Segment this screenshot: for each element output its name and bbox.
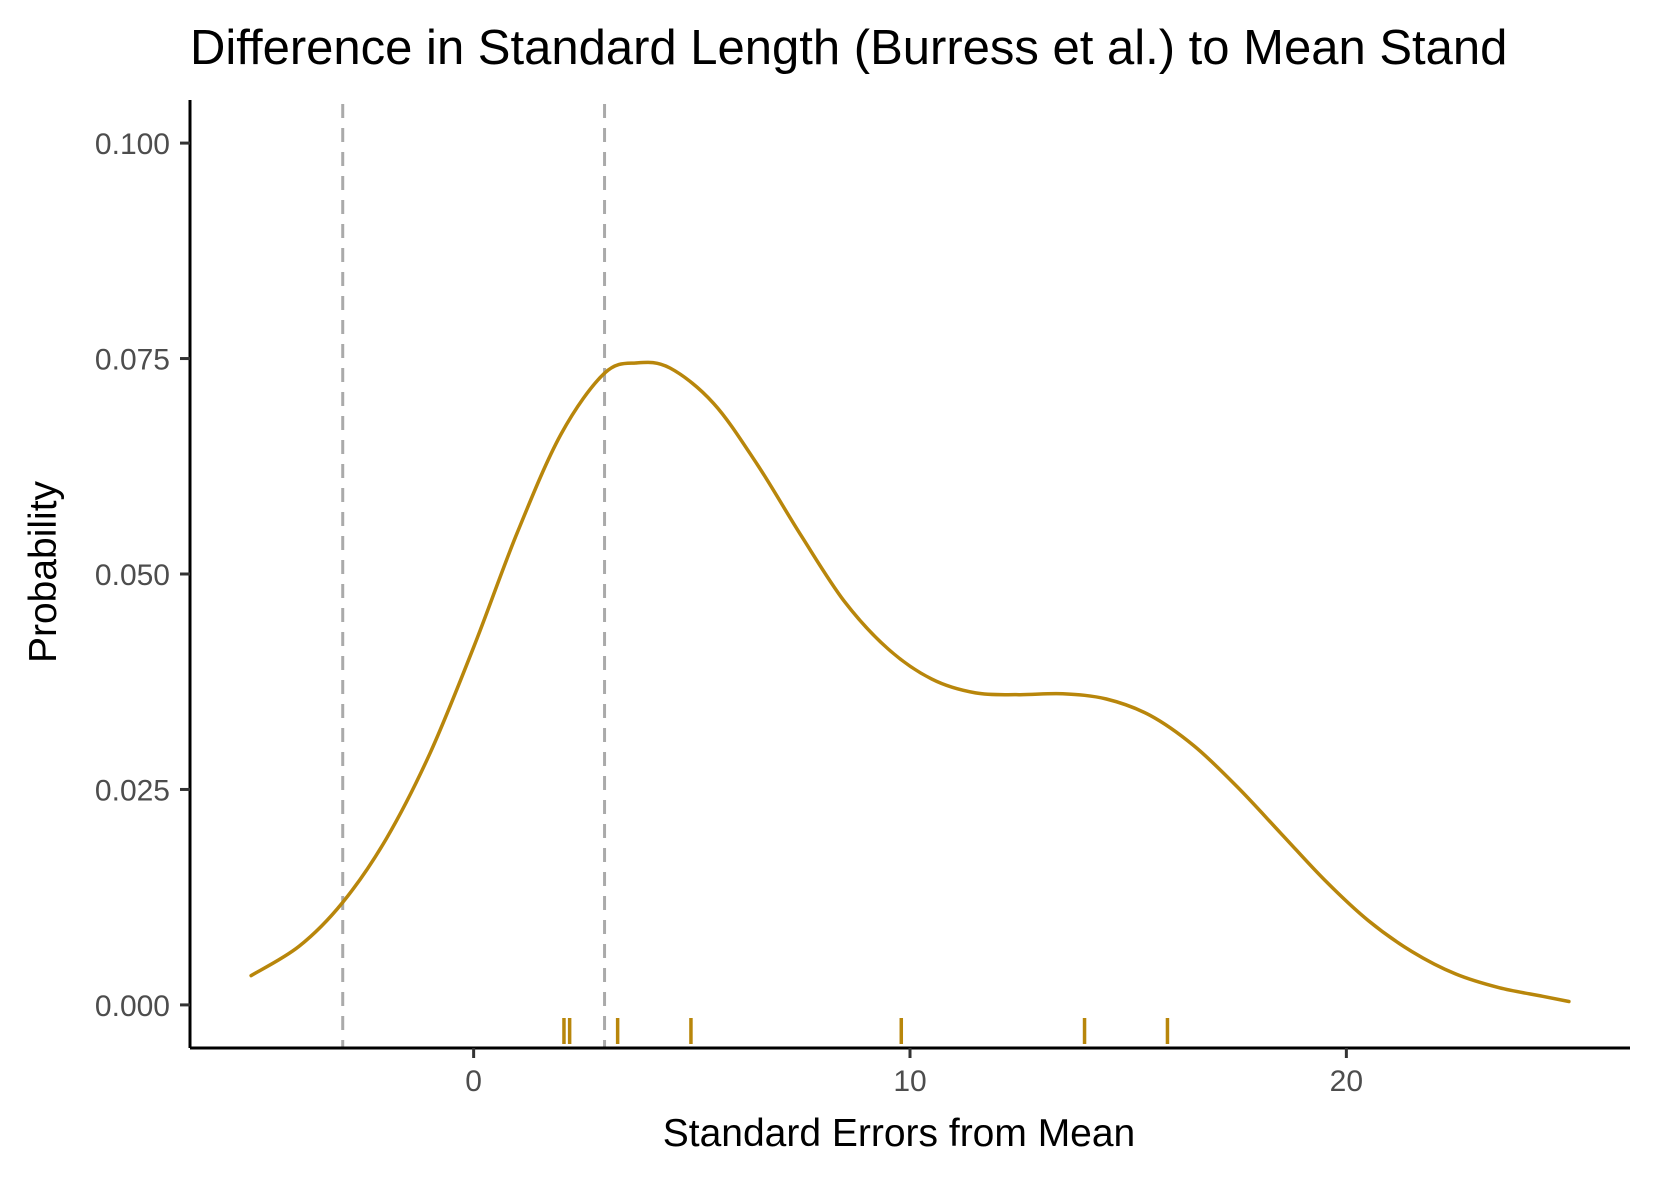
rug-marks — [562, 1018, 1170, 1044]
reference-lines — [341, 104, 607, 1048]
density-curve-1 — [249, 360, 1571, 1004]
y-tick-label: 0.000 — [95, 990, 170, 1023]
y-tick-label: 0.100 — [95, 128, 170, 161]
y-tick-label: 0.075 — [95, 344, 170, 377]
x-tick-label: 10 — [893, 1065, 926, 1098]
axes: 0 10 20 0.000 0.025 0.050 0.075 0.100 — [95, 100, 1630, 1098]
y-tick-label: 0.050 — [95, 559, 170, 592]
x-tick-label: 0 — [465, 1065, 482, 1098]
x-axis-label: Standard Errors from Mean — [663, 1112, 1136, 1155]
y-tick-label: 0.025 — [95, 774, 170, 807]
chart-title: Difference in Standard Length (Burress e… — [190, 21, 1507, 75]
x-tick-label: 20 — [1330, 1065, 1363, 1098]
y-axis-label: Probability — [22, 480, 65, 663]
density-curve-layer — [249, 360, 1571, 1004]
